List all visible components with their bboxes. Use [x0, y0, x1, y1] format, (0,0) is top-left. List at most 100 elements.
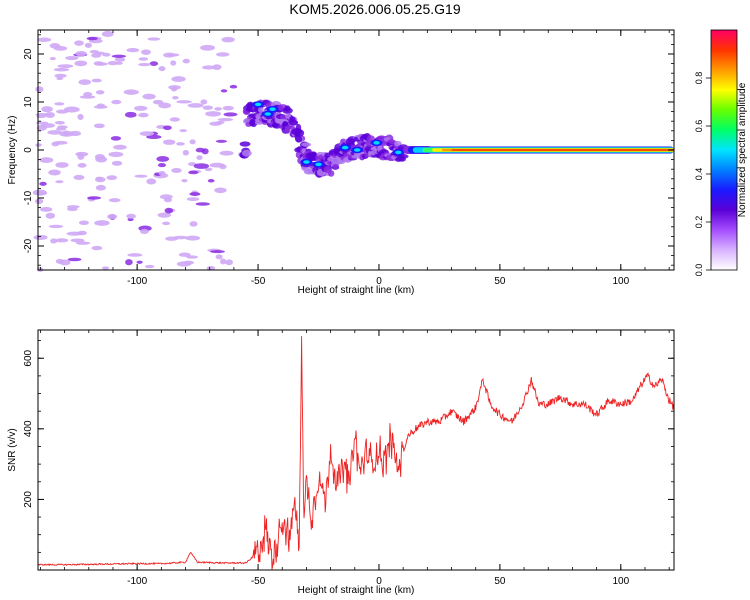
noise-blob [173, 235, 188, 240]
noise-blob [126, 47, 140, 53]
noise-blob [220, 89, 228, 93]
noise-blob [127, 253, 143, 257]
noise-blob [200, 44, 216, 51]
noise-blob [102, 266, 110, 270]
noise-blob [136, 260, 143, 264]
noise-blob [55, 180, 64, 184]
noise-blob [125, 259, 133, 266]
signal-band [451, 149, 674, 151]
noise-blob [101, 30, 114, 38]
noise-blob [179, 129, 187, 133]
noise-blob [178, 252, 191, 257]
noise-blob [126, 213, 136, 219]
noise-blob [48, 169, 61, 176]
noise-blob [94, 62, 108, 66]
signal-cell [332, 163, 340, 170]
noise-blob [202, 65, 216, 70]
noise-blob [147, 37, 161, 41]
noise-blob [138, 62, 151, 67]
noise-blob [206, 266, 216, 271]
noise-blob [141, 49, 151, 55]
noise-blob [107, 61, 119, 66]
noise-blob [45, 212, 56, 219]
noise-blob [139, 131, 155, 137]
noise-blob [223, 112, 238, 117]
noise-blob [106, 175, 118, 181]
spectrogram-x-axis: -100 -50 0 50 100 [40, 30, 670, 287]
snr-line [37, 336, 675, 570]
noise-blob [95, 184, 106, 191]
noise-blob [35, 86, 44, 93]
spectrogram-y-tick-label: 20 [23, 48, 34, 60]
noise-blob [111, 160, 123, 166]
noise-blob [189, 221, 198, 227]
noise-blob [127, 217, 134, 222]
spectrogram-x-label: Height of straight line (km) [298, 285, 415, 296]
signal-core-bright [315, 162, 322, 167]
noise-blob [163, 197, 173, 203]
noise-blob [157, 163, 166, 168]
noise-blob [35, 143, 42, 147]
noise-blob [108, 151, 124, 157]
noise-blob [168, 85, 181, 90]
noise-blob [188, 170, 199, 175]
noise-blob [142, 93, 156, 100]
noise-blob [78, 79, 92, 85]
noise-blob [225, 259, 233, 266]
noise-blob [196, 155, 203, 160]
noise-blob [216, 52, 230, 57]
noise-blob [204, 167, 213, 172]
spectrogram-noise-blobs [32, 30, 238, 272]
noise-blob [229, 84, 238, 89]
signal-cell [272, 122, 283, 129]
noise-blob [207, 179, 215, 183]
noise-blob [144, 264, 155, 269]
snr-y-tick-label: 400 [23, 420, 34, 437]
snr-x-tick-label: 50 [494, 576, 506, 587]
signal-cell [294, 129, 305, 137]
snr-series-group [37, 336, 675, 570]
noise-blob [182, 149, 190, 156]
noise-blob [189, 192, 201, 196]
snr-y-label: SNR (v/v) [7, 428, 18, 471]
noise-blob [107, 213, 118, 220]
signal-cell [295, 135, 303, 143]
noise-blob [171, 167, 182, 173]
snr-y-tick-label: 200 [23, 491, 34, 508]
spectrogram-x-tick-label: 0 [376, 276, 382, 287]
noise-blob [75, 50, 87, 57]
noise-blob [54, 140, 68, 145]
snr-x-tick-label: 100 [612, 576, 629, 587]
noise-blob [221, 36, 235, 43]
noise-blob [75, 151, 89, 157]
colorbar: 0.0 0.2 0.4 0.6 0.8 Normalized spectral ampl… [694, 29, 748, 276]
noise-blob [158, 66, 166, 72]
noise-blob [195, 147, 205, 153]
spectrogram-x-tick-label: 100 [612, 276, 629, 287]
noise-blob [55, 109, 69, 114]
snr-plot-area [38, 330, 674, 570]
noise-blob [202, 105, 214, 110]
noise-blob [55, 162, 69, 168]
colorbar-tick-label: 0.2 [694, 216, 704, 229]
noise-blob [108, 198, 121, 203]
noise-blob [70, 238, 85, 243]
noise-blob [53, 67, 70, 72]
noise-blob [217, 117, 234, 122]
snr-x-axis: -100 -50 0 50 100 [40, 330, 670, 587]
noise-blob [35, 112, 50, 117]
noise-blob [200, 99, 208, 105]
noise-blob [65, 55, 79, 61]
noise-blob [47, 130, 62, 135]
noise-blob [139, 228, 149, 234]
noise-blob [181, 178, 188, 183]
noise-blob [33, 234, 48, 240]
noise-blob [216, 120, 225, 125]
noise-blob [54, 120, 66, 125]
noise-blob [205, 111, 222, 117]
spectrogram-y-tick-label: -10 [23, 190, 34, 205]
spectrogram-y-tick-label: 10 [23, 96, 34, 108]
noise-blob [50, 238, 58, 244]
signal-core-bright [395, 150, 402, 155]
noise-blob [57, 64, 74, 69]
